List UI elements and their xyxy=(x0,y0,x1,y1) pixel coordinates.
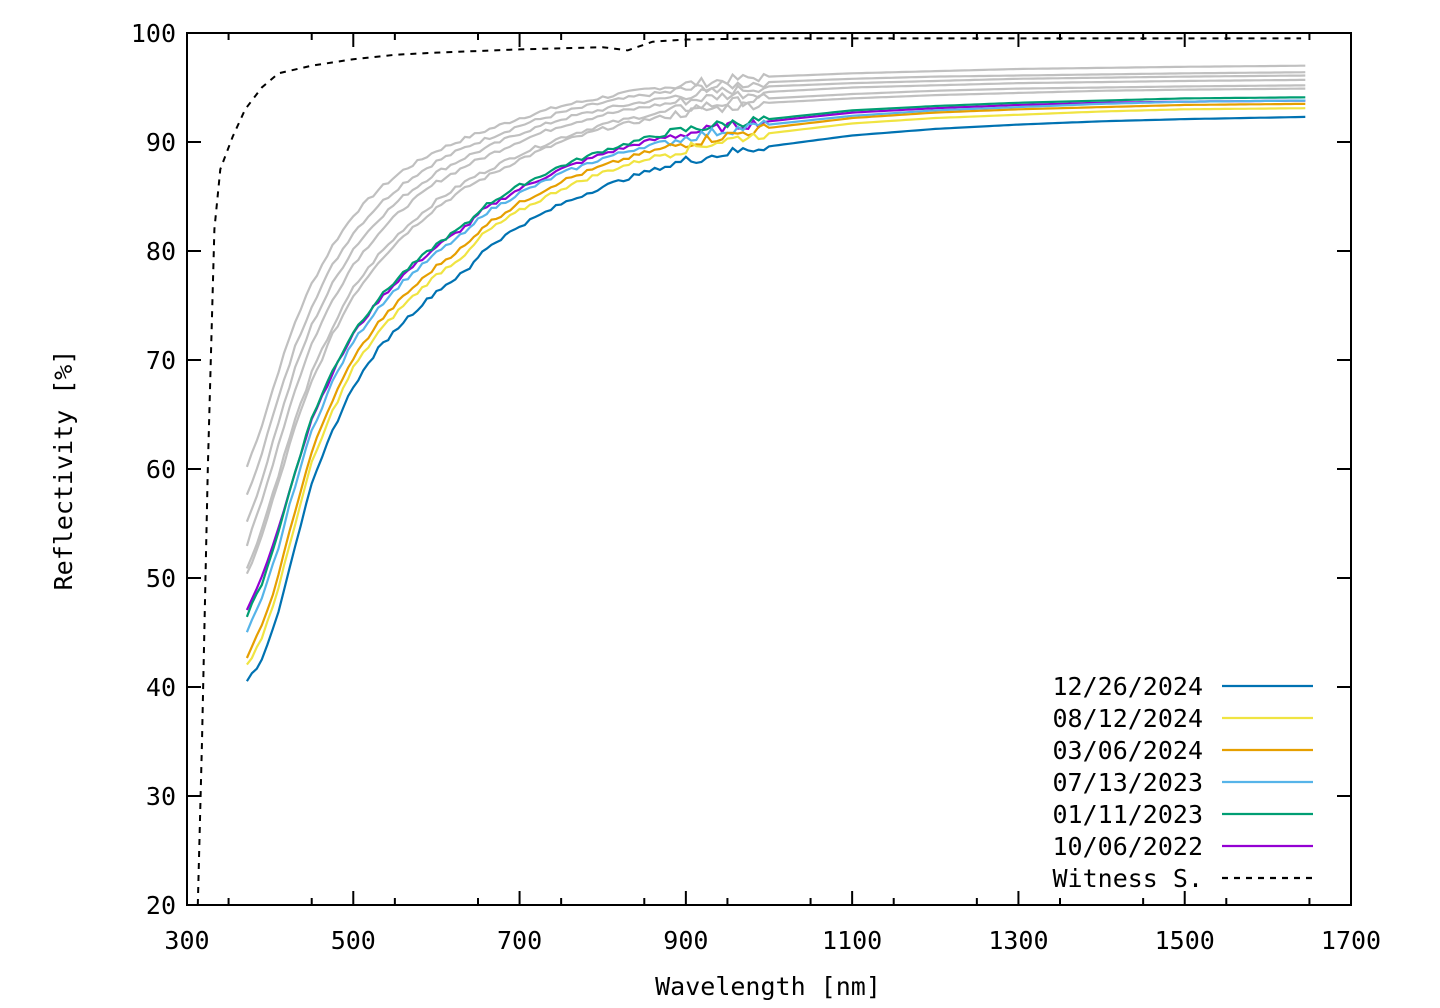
series-line-12-26-2024 xyxy=(245,115,1306,682)
legend-label: 12/26/2024 xyxy=(1052,672,1203,701)
y-tick-label: 70 xyxy=(146,346,176,375)
legend-label: 07/13/2023 xyxy=(1052,768,1203,797)
legend: 12/26/2024 08/12/2024 03/06/2024 07/13/2023… xyxy=(1052,672,1313,893)
x-axis-label: Wavelength [nm] xyxy=(655,972,881,1001)
x-tick-label: 900 xyxy=(663,926,708,955)
gray-series-line-1 xyxy=(245,64,1306,468)
x-tick-label: 300 xyxy=(164,926,209,955)
y-tick-label: 40 xyxy=(146,673,176,702)
y-tick-label: 60 xyxy=(146,455,176,484)
gray-series-line-4 xyxy=(245,78,1306,547)
y-axis-label: Reflectivity [%] xyxy=(49,350,78,591)
legend-label: 08/12/2024 xyxy=(1052,704,1203,733)
gray-series-line-6 xyxy=(245,87,1306,575)
x-tick-label: 700 xyxy=(497,926,542,955)
series-line-08-12-2024 xyxy=(246,107,1306,666)
y-tick-label: 80 xyxy=(146,237,176,266)
axis-ticks xyxy=(186,32,1352,906)
legend-label: 01/11/2023 xyxy=(1052,800,1203,829)
gray-series-line-3 xyxy=(245,74,1306,523)
series-line-07-13-2023 xyxy=(245,99,1306,633)
legend-label: 10/06/2022 xyxy=(1052,832,1203,861)
x-tick-label: 1700 xyxy=(1321,926,1381,955)
y-tick-label: 100 xyxy=(131,19,176,48)
series-line-03-06-2024 xyxy=(245,102,1306,659)
plot-curves xyxy=(196,37,1306,906)
legend-label: 03/06/2024 xyxy=(1052,736,1203,765)
x-tick-label: 1300 xyxy=(988,926,1048,955)
legend-label: Witness S. xyxy=(1052,864,1203,893)
y-tick-label: 30 xyxy=(146,782,176,811)
axis-tick-labels: 300 500 700 900 1100 1300 1500 1700 20 30 40 50 60 70… xyxy=(131,19,1381,955)
x-tick-label: 1500 xyxy=(1155,926,1215,955)
gray-series-line-2 xyxy=(245,71,1306,496)
x-tick-label: 500 xyxy=(331,926,376,955)
series-line-01-11-2023 xyxy=(245,96,1306,618)
y-tick-label: 90 xyxy=(146,128,176,157)
gray-series-line-5 xyxy=(245,84,1306,569)
x-tick-label: 1100 xyxy=(822,926,882,955)
y-tick-label: 50 xyxy=(146,564,176,593)
y-tick-label: 20 xyxy=(146,891,176,920)
